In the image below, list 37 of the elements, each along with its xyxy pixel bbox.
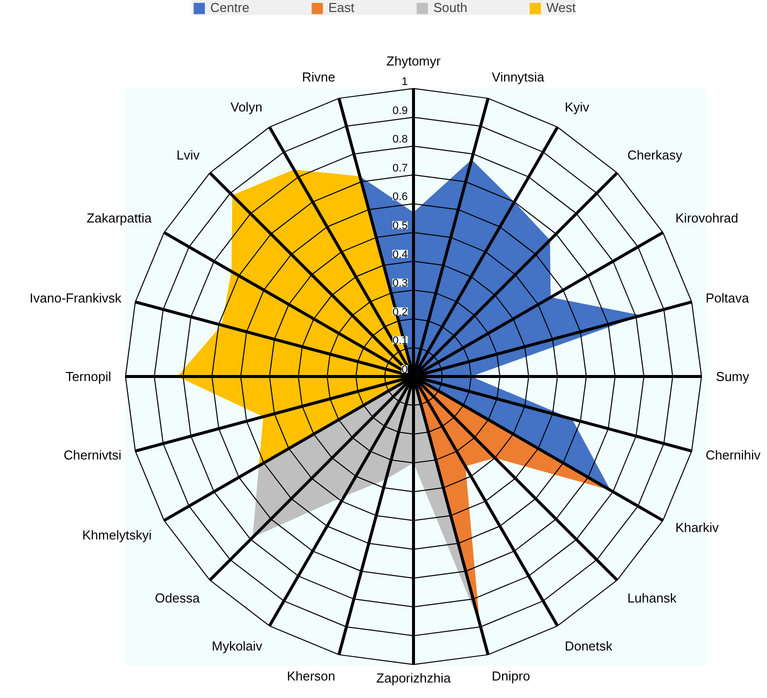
y-tick-label: 0.9	[392, 104, 408, 117]
spoke-label: Cherkasy	[627, 148, 683, 163]
y-tick-label: 0.8	[392, 134, 408, 146]
spoke-label: Kherson	[286, 668, 336, 684]
spoke-label: Zaporizhzhia	[376, 670, 452, 686]
y-tick-label: 0.1	[392, 335, 408, 348]
spoke-label: Zakarpattia	[86, 210, 152, 226]
y-tick-label: 0.3	[392, 278, 408, 290]
spoke-label: Odessa	[154, 590, 200, 606]
spoke-label: Chernihiv	[706, 447, 762, 462]
y-tick-label: 0.7	[392, 162, 408, 174]
legend-label: South	[433, 0, 468, 15]
legend-label: West	[546, 0, 576, 15]
spoke-label: Volyn	[230, 100, 262, 115]
spoke-label: Rivne	[302, 69, 336, 84]
spoke-label: Kyiv	[564, 100, 590, 115]
spoke-label: Zhytomyr	[386, 53, 442, 68]
y-tick-label: 0.2	[392, 306, 408, 318]
spoke-label: Donetsk	[564, 638, 613, 654]
spoke-label: Ternopil	[66, 369, 112, 384]
spoke-label: Vinnytsia	[492, 69, 546, 84]
spoke-label: Mykolaiv	[212, 638, 263, 654]
legend-label: East	[328, 0, 354, 15]
spoke-label: Kirovohrad	[675, 210, 738, 226]
y-tick-label: 0.6	[392, 191, 408, 204]
spoke-label: Chernivtsi	[64, 447, 122, 462]
spoke-label: Kharkiv	[675, 520, 720, 536]
legend-label: Centre	[210, 0, 250, 15]
spoke-label: Poltava	[706, 290, 750, 306]
spoke-label: Sumy	[716, 369, 750, 384]
spoke-label: Dnipro	[492, 668, 530, 684]
spoke-label: Khmelytskyi	[82, 528, 152, 543]
spoke-label: Lviv	[176, 148, 200, 163]
spoke-label: Luhansk	[627, 590, 677, 606]
y-tick-label: 1	[402, 76, 408, 88]
y-tick-label: 0.4	[392, 248, 408, 261]
spoke-label: Ivano-Frankivsk	[30, 290, 122, 306]
